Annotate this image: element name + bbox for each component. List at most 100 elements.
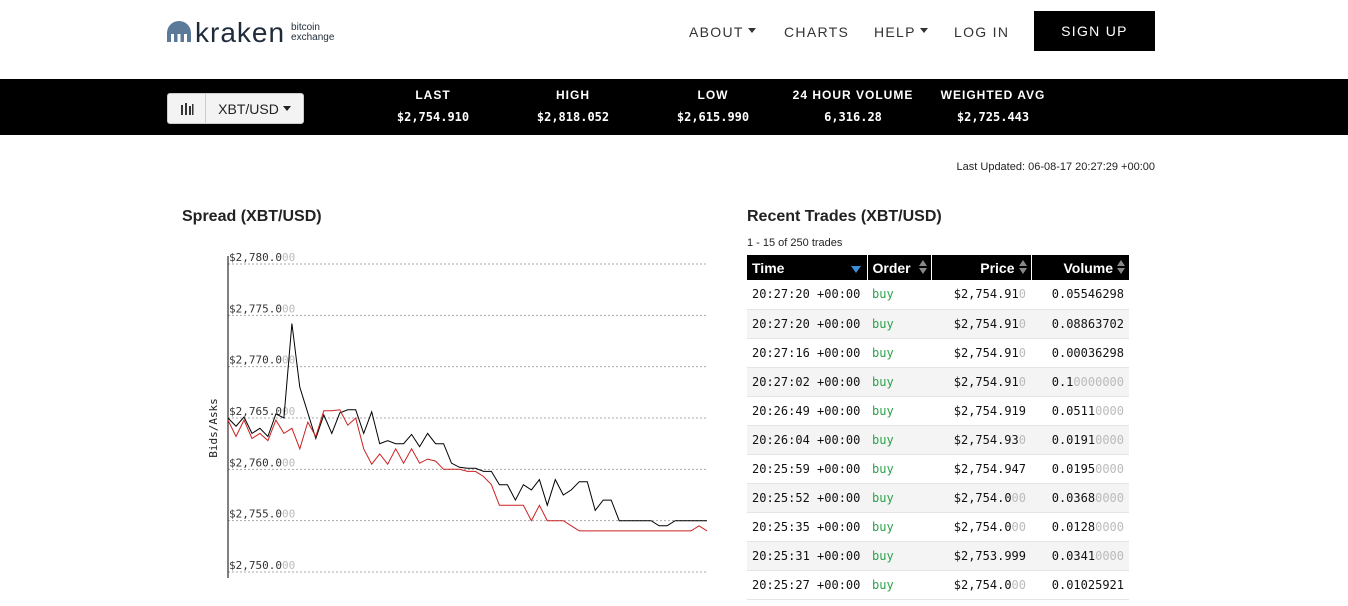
y-tick-label: $2,770.000 — [229, 354, 295, 367]
trade-volume: 0.03410000 — [1031, 541, 1129, 571]
table-row: 20:26:49 +00:00 buy $2,754.919 0.05110000 — [747, 396, 1129, 426]
y-tick-label: $2,755.000 — [229, 508, 295, 521]
top-navbar: kraken bitcoin exchange ABOUT CHARTS HEL… — [0, 0, 1348, 78]
trade-price-padding: 00 — [1011, 577, 1026, 592]
table-row: 20:26:04 +00:00 buy $2,754.930 0.01910000 — [747, 425, 1129, 455]
pair-selector[interactable]: XBT/USD — [167, 93, 304, 124]
nav-help[interactable]: HELP — [874, 24, 928, 40]
kraken-logo[interactable]: kraken bitcoin exchange — [166, 17, 334, 48]
nav-about-label: ABOUT — [689, 24, 744, 40]
last-updated: Last Updated: 06-08-17 20:27:29 +00:00 — [956, 161, 1155, 173]
pair-dropdown[interactable]: XBT/USD — [206, 94, 303, 123]
stat-high: HIGH $2,818.052 — [503, 88, 643, 124]
trade-price-padding: 0 — [1018, 374, 1026, 389]
ticker-bar: XBT/USD LAST $2,754.910 HIGH $2,818.052 LO… — [0, 79, 1348, 135]
trade-volume: 0.01025921 — [1031, 570, 1129, 600]
signup-label: SIGN UP — [1061, 23, 1128, 39]
trade-order: buy — [867, 541, 931, 571]
nav-help-label: HELP — [874, 24, 916, 40]
pair-label: XBT/USD — [218, 100, 279, 117]
nav-about[interactable]: ABOUT — [689, 24, 756, 40]
trade-price-value: $2,754.91 — [953, 316, 1019, 331]
trade-price: $2,754.910 — [931, 367, 1031, 397]
trade-time: 20:25:52 +00:00 — [747, 483, 867, 513]
sort-icon — [1018, 260, 1027, 274]
trade-volume-value: 0.08863702 — [1051, 316, 1124, 331]
trade-volume: 0.03680000 — [1031, 483, 1129, 513]
trade-time: 20:27:16 +00:00 — [747, 338, 867, 368]
trade-order: buy — [867, 309, 931, 339]
nav-charts[interactable]: CHARTS — [784, 24, 849, 40]
table-row: 20:27:20 +00:00 buy $2,754.910 0.05546298 — [747, 280, 1129, 310]
trade-volume: 0.01910000 — [1031, 425, 1129, 455]
stat-label: LOW — [697, 88, 729, 102]
trade-time: 20:25:59 +00:00 — [747, 454, 867, 484]
bar-chart-icon[interactable] — [168, 94, 206, 123]
column-header-order[interactable]: Order — [867, 255, 932, 280]
stat-label: HIGH — [556, 88, 590, 102]
trade-price-value: $2,754.947 — [953, 461, 1026, 476]
trade-volume: 0.08863702 — [1031, 309, 1129, 339]
asks-line — [227, 323, 707, 527]
trade-price-value: $2,754.91 — [953, 287, 1019, 302]
stat-label: LAST — [415, 88, 451, 102]
trade-price: $2,754.910 — [931, 280, 1031, 310]
nav-charts-label: CHARTS — [784, 24, 850, 40]
trade-volume-value: 0.0368 — [1051, 490, 1096, 505]
trade-price: $2,754.000 — [931, 483, 1031, 513]
sort-desc-icon — [850, 266, 861, 273]
trade-volume-padding: 0000 — [1095, 490, 1124, 505]
spread-chart: $2,780.000 $2,775.000 $2,770.000 $2,765.000… — [207, 251, 708, 578]
trade-price: $2,754.000 — [931, 512, 1031, 542]
column-header-label: Order — [872, 259, 911, 276]
column-header-label: Volume — [1063, 259, 1113, 276]
trade-price: $2,754.000 — [931, 570, 1031, 600]
chevron-down-icon — [282, 106, 291, 111]
trade-price-padding: 00 — [1011, 519, 1026, 534]
trade-price-value: $2,754.93 — [953, 432, 1019, 447]
stat-low: LOW $2,615.990 — [643, 88, 783, 124]
trade-volume-value: 0.0128 — [1051, 519, 1096, 534]
trade-price-padding: 0 — [1018, 287, 1026, 302]
column-header-label: Price — [980, 259, 1015, 276]
trades-title: Recent Trades (XBT/USD) — [747, 208, 942, 225]
logo-wordmark: kraken — [195, 17, 286, 48]
chevron-down-icon — [919, 27, 928, 33]
trade-time: 20:26:49 +00:00 — [747, 396, 867, 426]
column-header-label: Time — [752, 259, 785, 276]
trade-order: buy — [867, 338, 931, 368]
logo-subtitle: bitcoin exchange — [291, 23, 334, 43]
column-header-price[interactable]: Price — [931, 255, 1032, 280]
trade-price-value: $2,754.0 — [953, 519, 1012, 534]
chevron-down-icon — [747, 27, 756, 33]
trade-volume: 0.01280000 — [1031, 512, 1129, 542]
trade-price-value: $2,753.999 — [953, 548, 1026, 563]
trade-order: buy — [867, 396, 931, 426]
trade-time: 20:25:31 +00:00 — [747, 541, 867, 571]
y-tick-label: $2,760.000 — [229, 456, 295, 469]
trade-price-value: $2,754.919 — [953, 403, 1026, 418]
trade-price-padding: 0 — [1018, 345, 1026, 360]
trade-price-value: $2,754.91 — [953, 374, 1019, 389]
trade-order: buy — [867, 280, 931, 310]
trade-time: 20:25:27 +00:00 — [747, 570, 867, 600]
trade-price: $2,754.910 — [931, 309, 1031, 339]
trade-volume: 0.01950000 — [1031, 454, 1129, 484]
signup-button[interactable]: SIGN UP — [1034, 11, 1155, 51]
y-axis-label: Bids/Asks — [207, 398, 220, 458]
y-tick-label: $2,765.000 — [229, 405, 295, 418]
nav-login[interactable]: LOG IN — [954, 24, 1009, 40]
trade-volume-value: 0.0341 — [1051, 548, 1096, 563]
trade-time: 20:27:02 +00:00 — [747, 367, 867, 397]
trade-volume-value: 0.01025921 — [1051, 577, 1124, 592]
column-header-time[interactable]: Time — [747, 255, 868, 280]
y-tick-label: $2,775.000 — [229, 302, 295, 315]
stat-last: LAST $2,754.910 — [363, 88, 503, 124]
logo-subtitle-line2: exchange — [291, 32, 335, 43]
trade-volume-value: 0.00036298 — [1051, 345, 1124, 360]
trade-volume-value: 0.1 — [1051, 374, 1074, 389]
trade-volume-padding: 0000 — [1095, 548, 1124, 563]
column-header-volume[interactable]: Volume — [1031, 255, 1129, 280]
trade-order: buy — [867, 570, 931, 600]
table-row: 20:25:35 +00:00 buy $2,754.000 0.01280000 — [747, 512, 1129, 542]
